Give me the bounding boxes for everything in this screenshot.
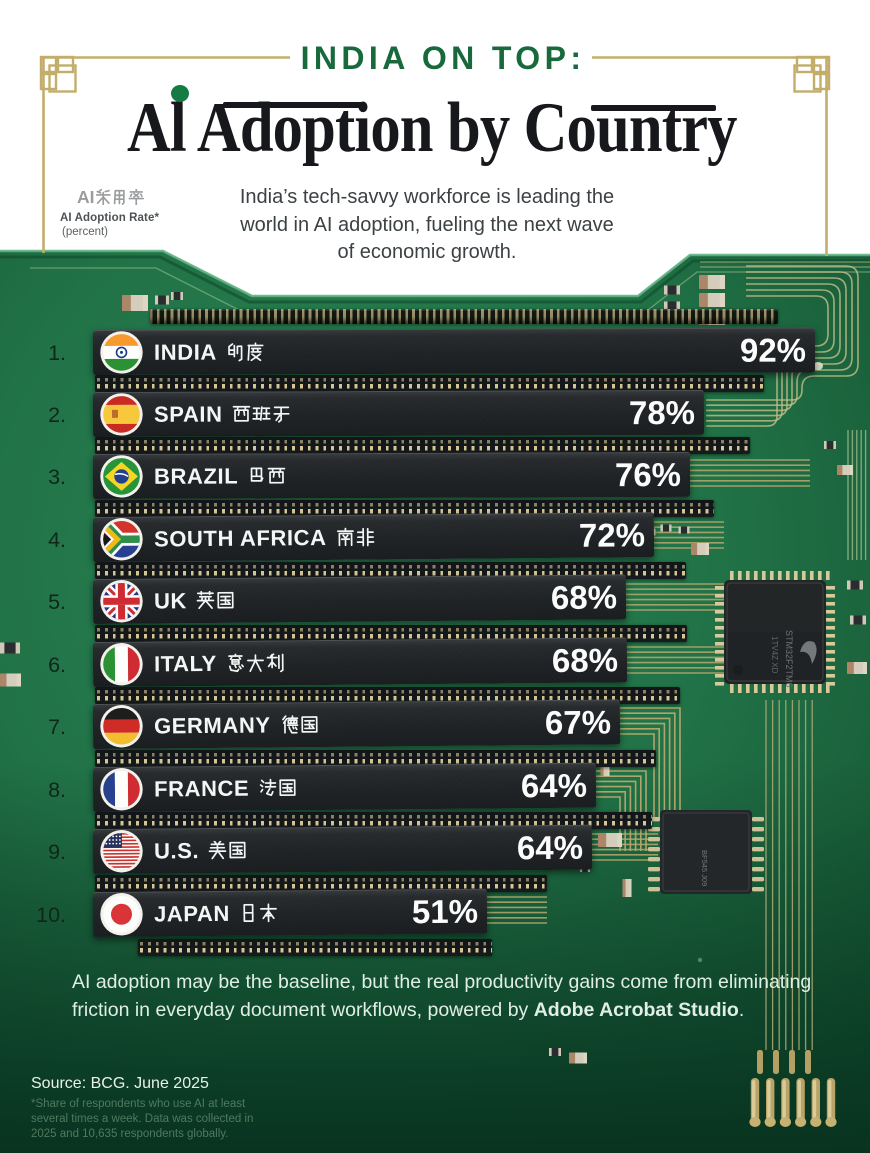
svg-text:STM32F2TM6: STM32F2TM6: [784, 630, 794, 688]
svg-text:BF545 J09: BF545 J09: [700, 850, 709, 886]
svg-text:1TV4Z XD: 1TV4Z XD: [770, 636, 779, 674]
